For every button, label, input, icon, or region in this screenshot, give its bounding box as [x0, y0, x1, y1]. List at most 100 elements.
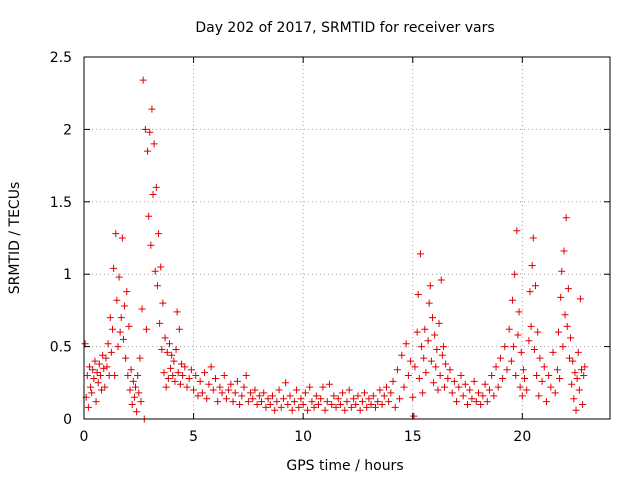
- data-point: [164, 374, 172, 382]
- data-point: [431, 331, 439, 339]
- data-point: [137, 398, 145, 406]
- data-point: [304, 406, 312, 414]
- data-point: [549, 348, 557, 356]
- data-point: [81, 340, 89, 348]
- data-point: [319, 383, 327, 391]
- data-point: [95, 360, 103, 368]
- data-point: [126, 386, 134, 394]
- data-point: [568, 380, 576, 388]
- data-point: [352, 401, 360, 409]
- data-point: [172, 345, 180, 353]
- data-point: [450, 377, 458, 385]
- data-point: [421, 325, 429, 333]
- data-point: [108, 325, 116, 333]
- data-point: [505, 325, 513, 333]
- data-point: [227, 380, 235, 388]
- data-point: [153, 282, 161, 290]
- data-point: [564, 285, 572, 293]
- data-point: [178, 360, 186, 368]
- axis-ticks: 0 5 10 15 20 0 0.5 1 1.5 2 2.5: [50, 50, 610, 445]
- data-point: [229, 398, 237, 406]
- data-point: [328, 401, 336, 409]
- data-point: [365, 395, 373, 403]
- data-point: [242, 372, 250, 380]
- data-point: [315, 401, 323, 409]
- data-point: [576, 295, 584, 303]
- data-point: [501, 343, 509, 351]
- data-point: [415, 374, 423, 382]
- data-point: [461, 380, 469, 388]
- data-point: [350, 395, 358, 403]
- data-point: [554, 328, 562, 336]
- data-point: [138, 305, 146, 313]
- data-point: [205, 380, 213, 388]
- data-point: [87, 383, 95, 391]
- data-point: [341, 406, 349, 414]
- data-point: [149, 191, 157, 199]
- data-point: [127, 366, 135, 374]
- data-point: [496, 354, 504, 362]
- data-point: [273, 398, 281, 406]
- data-point: [85, 363, 93, 371]
- data-point: [426, 282, 434, 290]
- data-point: [220, 372, 228, 380]
- data-point: [117, 314, 125, 322]
- data-point: [553, 366, 561, 374]
- data-point: [492, 363, 500, 371]
- x-tick-label: 0: [80, 429, 89, 445]
- data-point: [169, 372, 177, 380]
- data-point: [111, 372, 119, 380]
- data-point: [562, 214, 570, 222]
- y-tick-label: 0: [63, 412, 72, 428]
- data-point: [89, 366, 97, 374]
- chart-title: Day 202 of 2017, SRMTID for receiver var…: [195, 20, 494, 36]
- data-point: [102, 354, 110, 362]
- data-point: [100, 364, 108, 372]
- data-point: [517, 348, 525, 356]
- data-point: [271, 406, 279, 414]
- data-point: [92, 398, 100, 406]
- data-point: [146, 128, 154, 136]
- y-tick-label: 2.5: [50, 50, 72, 66]
- data-point: [448, 389, 456, 397]
- y-axis-label: SRMTID / TECUs: [7, 182, 23, 295]
- data-point: [168, 351, 176, 359]
- data-point: [233, 377, 241, 385]
- data-point: [490, 392, 498, 400]
- data-point: [132, 383, 140, 391]
- x-tick-label: 5: [189, 429, 198, 445]
- data-point: [518, 392, 526, 400]
- data-point: [385, 398, 393, 406]
- data-point: [130, 393, 138, 401]
- data-point: [485, 386, 493, 394]
- data-point: [453, 398, 461, 406]
- data-point: [530, 345, 538, 353]
- data-point: [579, 401, 587, 409]
- data-point: [196, 377, 204, 385]
- data-point: [558, 267, 566, 275]
- data-point: [563, 322, 571, 330]
- data-point: [393, 366, 401, 374]
- data-point: [374, 398, 382, 406]
- data-point: [479, 392, 487, 400]
- data-point: [284, 401, 292, 409]
- data-point: [513, 227, 521, 235]
- data-point: [382, 383, 390, 391]
- y-tick-label: 1.5: [50, 195, 72, 211]
- data-point: [253, 401, 261, 409]
- data-point: [160, 369, 168, 377]
- data-point: [266, 401, 274, 409]
- data-point: [135, 389, 143, 397]
- data-point: [113, 296, 121, 304]
- data-point: [523, 386, 531, 394]
- data-point: [144, 147, 152, 155]
- data-point: [565, 354, 573, 362]
- data-point: [507, 357, 515, 365]
- data-point: [209, 386, 217, 394]
- data-point: [198, 389, 206, 397]
- y-tick-label: 1: [63, 267, 72, 283]
- data-point: [535, 392, 543, 400]
- data-point: [422, 369, 430, 377]
- data-point: [573, 374, 581, 382]
- data-point: [428, 314, 436, 322]
